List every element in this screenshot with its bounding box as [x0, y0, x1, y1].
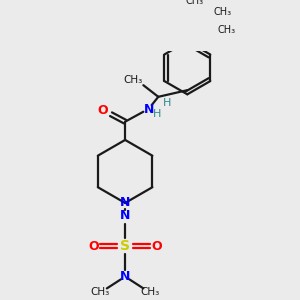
Text: N: N	[120, 196, 130, 209]
Text: N: N	[144, 103, 154, 116]
Text: CH₃: CH₃	[140, 287, 160, 297]
Text: O: O	[151, 240, 162, 253]
Text: N: N	[120, 209, 130, 222]
Text: H: H	[152, 109, 161, 119]
Text: CH₃: CH₃	[186, 0, 204, 6]
Text: S: S	[120, 239, 130, 253]
Text: CH₃: CH₃	[124, 75, 143, 85]
Text: CH₃: CH₃	[91, 287, 110, 297]
Text: N: N	[120, 270, 130, 283]
Text: H: H	[162, 98, 171, 108]
Text: O: O	[98, 103, 108, 117]
Text: O: O	[88, 240, 99, 253]
Text: CH₃: CH₃	[213, 7, 231, 17]
Text: CH₃: CH₃	[217, 26, 236, 35]
